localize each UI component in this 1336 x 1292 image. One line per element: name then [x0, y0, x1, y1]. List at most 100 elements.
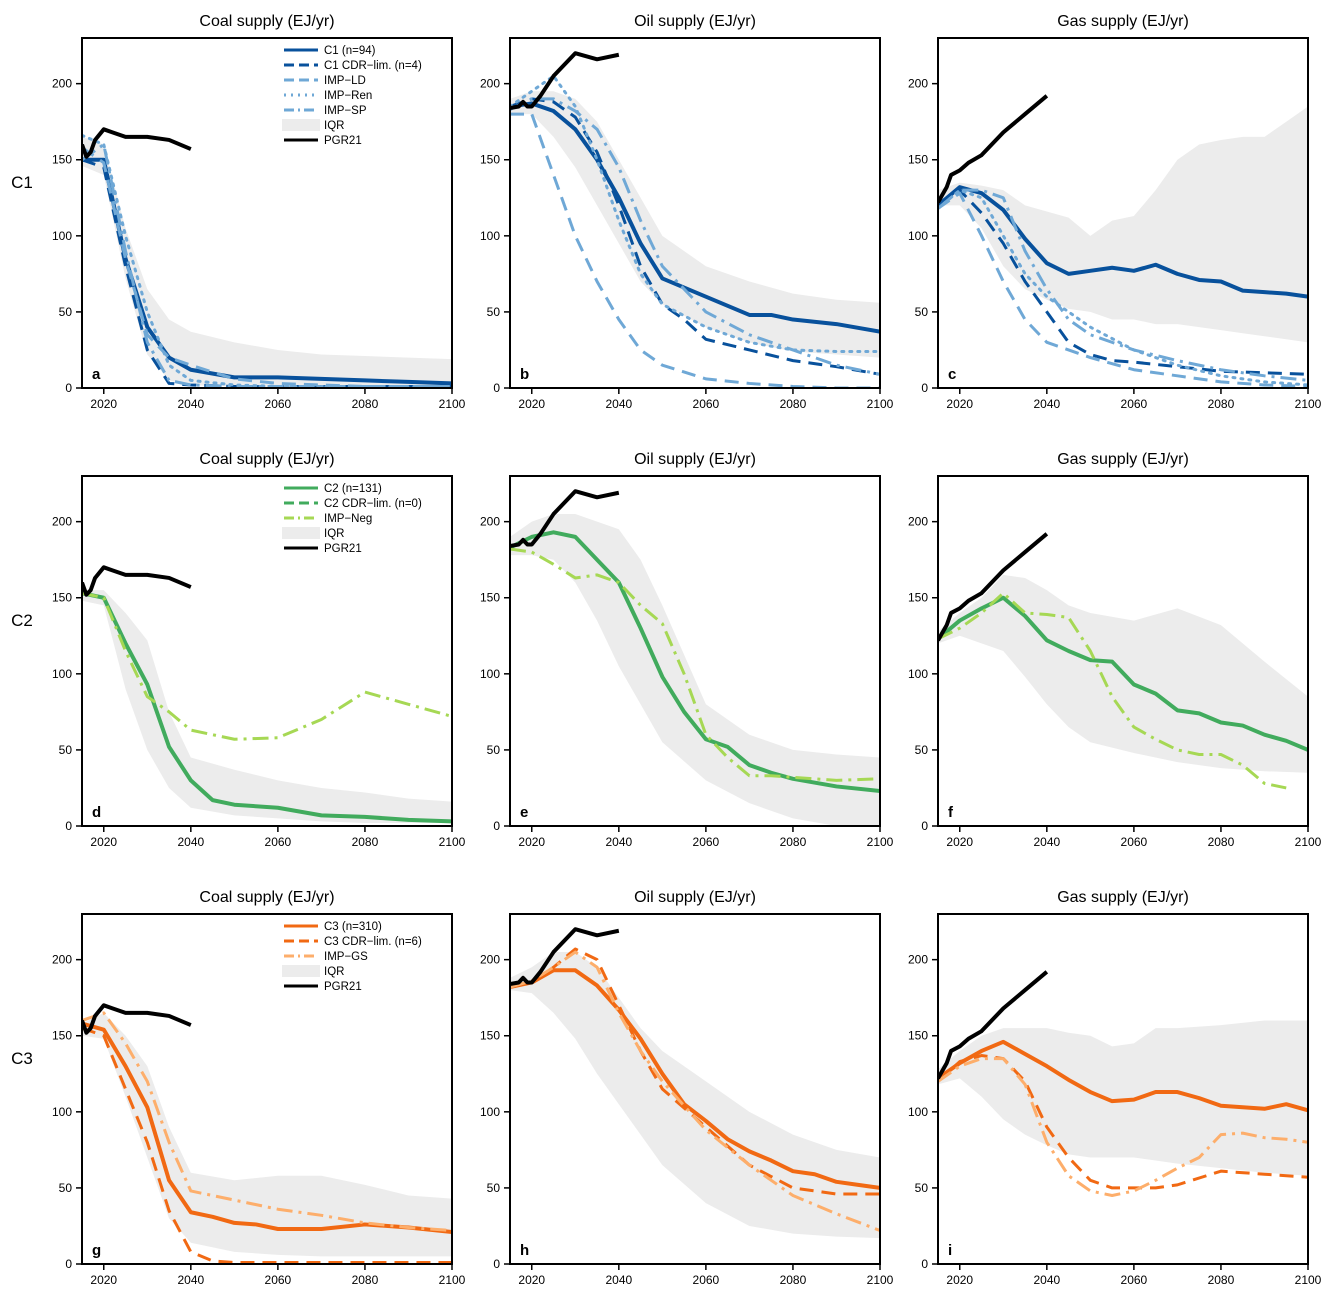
x-tick-label: 2020 — [90, 835, 117, 849]
x-tick-label: 2040 — [605, 1273, 632, 1287]
series-imp-sp — [938, 188, 1308, 382]
plot-frame — [81, 37, 453, 389]
series-imp-gs — [938, 1057, 1308, 1198]
x-tick-label: 2020 — [518, 397, 545, 411]
panel-i: Gas supply (EJ/yr) 0 50 100 150 200 2020 2040 20… — [908, 889, 1322, 1287]
panel-title: Gas supply (EJ/yr) — [1057, 451, 1189, 468]
panel-b: Oil supply (EJ/yr) 0 50 100 150 200 2020 2040 20… — [480, 13, 894, 411]
x-tick-label: 2080 — [1208, 397, 1235, 411]
iqr-band — [510, 952, 880, 1239]
legend-label: C3 CDR−lim. (n=6) — [324, 936, 422, 948]
series-pgr21 — [938, 532, 1049, 642]
panel-title: Coal supply (EJ/yr) — [199, 889, 334, 906]
series-c2 — [938, 595, 1308, 752]
series-pgr21 — [510, 489, 620, 548]
panel-letter: i — [948, 1242, 952, 1259]
series-pgr21 — [938, 970, 1049, 1080]
plot-area — [938, 970, 1308, 1198]
legend: C2 (n=131) C2 CDR−lim. (n=0) IMP−Neg IQR PGR… — [282, 483, 422, 555]
y-tick-label: 100 — [52, 229, 72, 243]
y-tick-label: 50 — [487, 305, 501, 319]
panel-c: Gas supply (EJ/yr) 0 50 100 150 200 2020 2040 20… — [908, 13, 1322, 411]
plot-area — [510, 489, 880, 826]
y-tick-label: 0 — [921, 1257, 928, 1271]
series-c1-n-94- — [82, 157, 452, 386]
legend-label: IQR — [324, 966, 344, 978]
y-tick-label: 200 — [480, 515, 500, 529]
x-tick-label: 2040 — [605, 835, 632, 849]
panel-d: Coal supply (EJ/yr) 0 50 100 150 200 2020 2040 2… — [52, 451, 466, 849]
x-tick-label: 2100 — [867, 835, 894, 849]
panel-letter: d — [92, 804, 101, 821]
y-tick-label: 0 — [65, 1257, 72, 1271]
plot-area — [938, 94, 1308, 388]
series-c2-n-131- — [82, 591, 452, 824]
x-tick-label: 2080 — [1208, 835, 1235, 849]
series-imp-ren — [938, 188, 1308, 387]
panel-letter: a — [92, 366, 101, 383]
legend-swatch-band — [282, 119, 320, 131]
iqr-band — [510, 514, 880, 826]
y-tick-label: 100 — [908, 229, 928, 243]
x-tick-label: 2060 — [1121, 397, 1148, 411]
x-tick-label: 2060 — [1121, 835, 1148, 849]
y-tick-label: 200 — [480, 77, 500, 91]
x-tick-label: 2060 — [1121, 1273, 1148, 1287]
panel-title: Coal supply (EJ/yr) — [199, 13, 334, 30]
y-tick-label: 200 — [908, 77, 928, 91]
series-imp-neg — [938, 591, 1287, 790]
y-tick-label: 200 — [908, 953, 928, 967]
series-pgr21 — [510, 927, 620, 986]
legend-label: IQR — [324, 120, 344, 132]
x-tick-label: 2080 — [352, 835, 379, 849]
y-tick-label: 100 — [52, 1105, 72, 1119]
legend: C1 (n=94) C1 CDR−lim. (n=4) IMP−LD IMP−Ren I… — [282, 45, 422, 147]
legend-label: PGR21 — [324, 543, 362, 555]
y-tick-label: 50 — [487, 743, 501, 757]
x-tick-label: 2100 — [867, 1273, 894, 1287]
series-c3-n-310- — [82, 1021, 452, 1235]
series-c3 — [938, 1039, 1308, 1113]
series-pgr21 — [82, 1003, 192, 1035]
y-tick-label: 0 — [921, 819, 928, 833]
iqr-band — [82, 1012, 452, 1257]
plot-frame — [937, 37, 1309, 389]
panel-g: Coal supply (EJ/yr) 0 50 100 150 200 2020 2040 2… — [52, 889, 466, 1287]
plot-area — [82, 1003, 452, 1264]
legend-label: IQR — [324, 528, 344, 540]
series-c3 — [510, 968, 880, 1190]
x-tick-label: 2080 — [352, 1273, 379, 1287]
legend-label: IMP−LD — [324, 75, 366, 87]
series-pgr21 — [82, 127, 192, 159]
plot-frame — [937, 475, 1309, 827]
series-c1 — [510, 101, 880, 334]
iqr-band — [82, 590, 452, 823]
y-tick-label: 150 — [480, 1029, 500, 1043]
series-imp-sp — [82, 143, 452, 388]
iqr-band — [510, 91, 880, 358]
y-tick-label: 100 — [908, 667, 928, 681]
series-pgr21 — [510, 51, 620, 110]
x-tick-label: 2040 — [1033, 397, 1060, 411]
plot-frame — [509, 913, 881, 1265]
y-tick-label: 100 — [480, 667, 500, 681]
x-tick-label: 2040 — [605, 397, 632, 411]
x-tick-label: 2020 — [946, 397, 973, 411]
legend-label: C2 CDR−lim. (n=0) — [324, 498, 422, 510]
plot-frame — [509, 37, 881, 389]
x-tick-label: 2020 — [518, 1273, 545, 1287]
plot-frame — [509, 475, 881, 827]
legend-label: C1 CDR−lim. (n=4) — [324, 60, 422, 72]
x-tick-label: 2100 — [1295, 835, 1322, 849]
series-c1-cdr-lim- — [510, 97, 880, 376]
series-c3-cdr-lim- — [938, 1054, 1308, 1190]
y-tick-label: 200 — [908, 515, 928, 529]
x-tick-label: 2060 — [693, 1273, 720, 1287]
legend-label: IMP−Ren — [324, 90, 372, 102]
y-tick-label: 150 — [52, 591, 72, 605]
x-tick-label: 2040 — [1033, 1273, 1060, 1287]
x-tick-label: 2060 — [693, 397, 720, 411]
legend: C3 (n=310) C3 CDR−lim. (n=6) IMP−GS IQR PGR2… — [282, 921, 422, 993]
x-tick-label: 2060 — [265, 397, 292, 411]
legend-label: IMP−SP — [324, 105, 367, 117]
